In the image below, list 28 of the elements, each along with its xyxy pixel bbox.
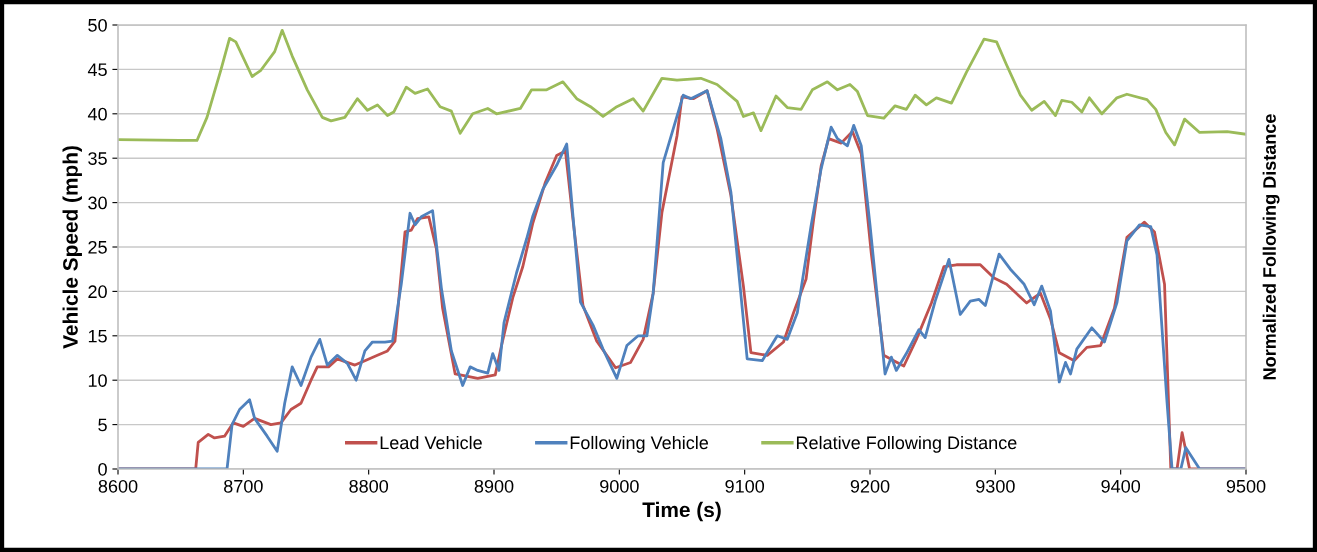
y-tick-label: 5 bbox=[98, 418, 107, 432]
x-tick-label: 9400 bbox=[1101, 479, 1141, 493]
x-tick-label: 9200 bbox=[850, 479, 890, 493]
x-tick-label: 9500 bbox=[1226, 479, 1266, 493]
legend-label: Relative Following Distance bbox=[796, 435, 1017, 453]
y-tick-label: 40 bbox=[87, 107, 107, 121]
x-tick-label: 8800 bbox=[349, 479, 389, 493]
y-tick-label: 10 bbox=[88, 374, 107, 387]
legend-label: Following Vehicle bbox=[570, 435, 709, 453]
y-tick-label: 35 bbox=[88, 152, 107, 165]
x-tick-label: 8900 bbox=[474, 479, 514, 493]
y-tick-label: 45 bbox=[87, 63, 107, 77]
y-tick-label: 50 bbox=[88, 18, 107, 32]
x-tick-label: 9000 bbox=[600, 479, 639, 493]
x-tick-label: 9100 bbox=[725, 479, 765, 493]
y-tick-label: 25 bbox=[88, 240, 107, 254]
legend-label: Lead Vehicle bbox=[380, 435, 482, 450]
x-tick-label: 9300 bbox=[976, 479, 1015, 493]
y2-axis-title: Normalized Following Distance bbox=[1262, 114, 1280, 380]
y-tick-label: 20 bbox=[88, 285, 107, 299]
x-tick-label: 8600 bbox=[98, 479, 138, 493]
y-tick-label: 15 bbox=[88, 329, 107, 343]
x-axis-title: Time (s) bbox=[642, 501, 721, 522]
y-tick-label: 30 bbox=[88, 196, 107, 210]
y-tick-label: 0 bbox=[98, 462, 107, 476]
line-series bbox=[118, 28, 1246, 147]
x-tick-label: 8700 bbox=[224, 479, 263, 493]
y-axis-title: Vehicle Speed (mph) bbox=[62, 146, 82, 349]
